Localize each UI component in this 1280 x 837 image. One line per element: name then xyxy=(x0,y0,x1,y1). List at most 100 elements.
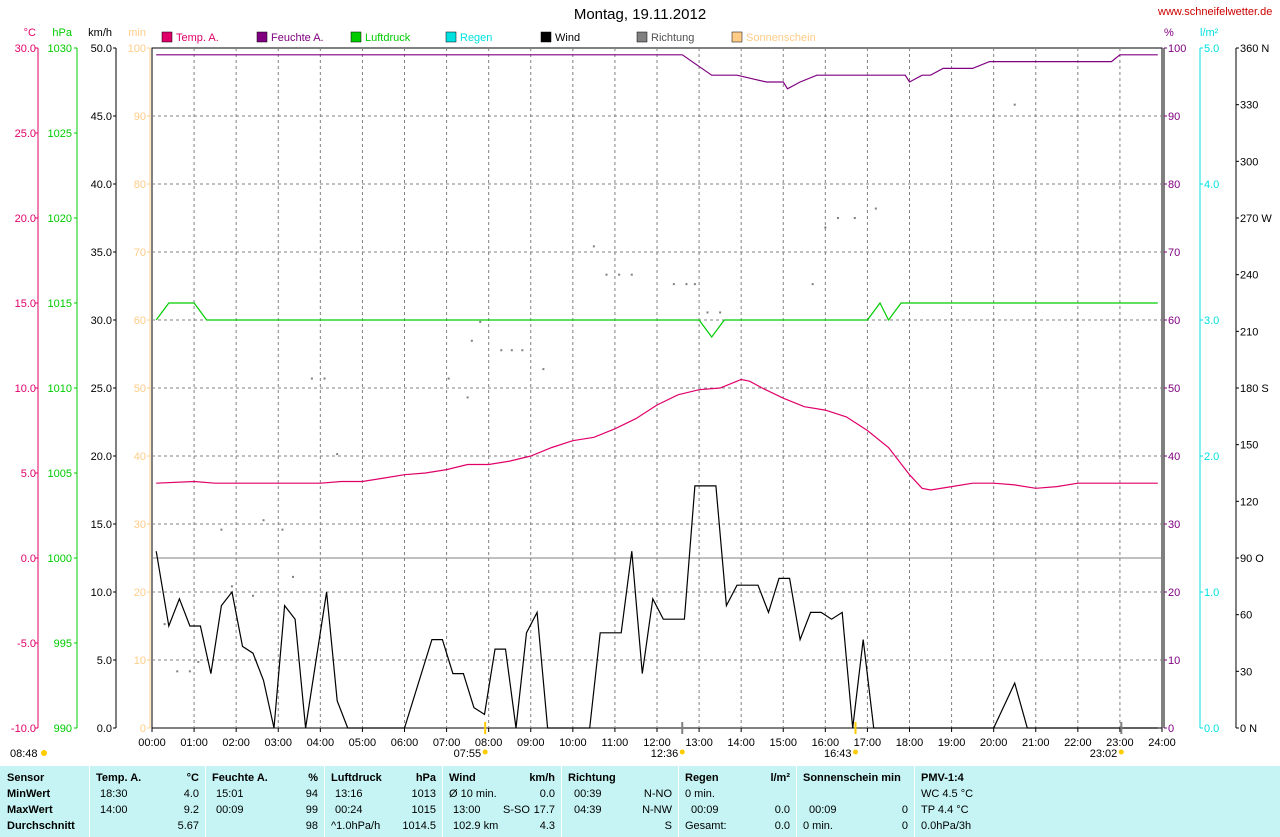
direction-point xyxy=(500,349,503,352)
humidity-max-time: 00:09 xyxy=(216,804,244,816)
direction-axis-tick-label: 300 xyxy=(1240,156,1258,168)
sunshine-axis-unit: min xyxy=(128,27,146,39)
temp-min-value: 4.0 xyxy=(183,788,199,800)
time-marker-label: 23:02 xyxy=(1090,748,1118,760)
sunshine-axis-tick-label: 30 xyxy=(134,519,146,531)
legend-label: Richtung xyxy=(651,32,694,44)
x-axis-tick-label: 20:00 xyxy=(980,737,1008,749)
pressure-axis-tick-label: 990 xyxy=(54,723,72,735)
x-axis-tick-label: 12:00 xyxy=(643,737,671,749)
direction-point xyxy=(336,453,339,456)
time-marker-sun-icon xyxy=(853,749,859,755)
direction-point xyxy=(466,396,469,399)
weather-chart: 30.025.020.015.010.05.00.0-5.0-10.0°C103… xyxy=(10,27,1272,760)
temp-min-time: 18:30 xyxy=(100,788,128,800)
humidity-axis-tick-label: 80 xyxy=(1168,179,1180,191)
rain-max-value: 0.0 xyxy=(774,804,790,816)
humidity-axis-tick-label: 40 xyxy=(1168,451,1180,463)
humidity-min-time: 15:01 xyxy=(216,788,244,800)
direction-point xyxy=(163,623,166,626)
pressure-header: Luftdruck xyxy=(331,772,382,784)
direction-point xyxy=(592,245,595,248)
temp-axis-unit: °C xyxy=(24,27,36,39)
humidity-axis-tick-label: 50 xyxy=(1168,383,1180,395)
x-axis-tick-label: 05:00 xyxy=(349,737,377,749)
humidity-avg-value: 98 xyxy=(305,820,318,832)
legend-swatch xyxy=(445,31,457,43)
pressure-min-value: 1013 xyxy=(411,788,436,800)
time-marker-label: 07:55 xyxy=(454,748,482,760)
direction-point xyxy=(470,339,473,342)
pressure-axis-tick-label: 1025 xyxy=(48,128,72,140)
sunshine-axis-tick-label: 60 xyxy=(134,315,146,327)
humidity-header: Feuchte A. xyxy=(212,772,268,784)
pressure-axis-tick-label: 1000 xyxy=(48,553,72,565)
sunshine-max-time: 00:09 xyxy=(809,804,837,816)
sunshine-axis-tick-label: 0 xyxy=(140,723,146,735)
temp-axis-tick-label: 5.0 xyxy=(21,468,36,480)
legend-label: Regen xyxy=(460,32,492,44)
direction-point xyxy=(685,283,688,286)
rain-axis-tick-label: 4.0 xyxy=(1204,179,1219,191)
direction-point xyxy=(188,670,191,673)
humidity-axis-tick-label: 30 xyxy=(1168,519,1180,531)
temp-unit: °C xyxy=(186,772,199,784)
direction-point xyxy=(479,320,482,323)
stats-col-pmv: PMV-1:4 WC 4.5 °C TP 4.4 °C 0.0hPa/3h xyxy=(914,766,1280,837)
direction-point xyxy=(672,283,675,286)
site-link[interactable]: www.schneifelwetter.de xyxy=(1158,6,1273,18)
humidity-axis-tick-label: 100 xyxy=(1168,43,1186,55)
wind-unit: km/h xyxy=(529,772,555,784)
direction-point xyxy=(853,217,856,219)
direction-point xyxy=(693,283,696,286)
series-line-feuchte-a- xyxy=(156,54,1158,90)
direction-point xyxy=(521,349,524,352)
legend-swatch xyxy=(540,31,552,43)
temp-axis-tick-label: 30.0 xyxy=(15,43,36,55)
stats-col-pressure: Luftdruck hPa 13:16 1013 00:24 1015 ^1.0… xyxy=(324,766,442,837)
temp-axis-tick-label: 25.0 xyxy=(15,128,36,140)
chart-title: Montag, 19.11.2012 xyxy=(573,6,707,23)
x-axis-tick-label: 10:00 xyxy=(559,737,587,749)
direction-axis-tick-label: 150 xyxy=(1240,440,1258,452)
x-axis-tick-label: 19:00 xyxy=(938,737,966,749)
sunshine-axis-tick-label: 10 xyxy=(134,655,146,667)
rain-duration: 0 min. xyxy=(685,788,715,800)
x-axis-tick-label: 02:00 xyxy=(222,737,250,749)
stats-table: Sensor MinWert MaxWert Durchschnitt Temp… xyxy=(0,766,1280,837)
legend-swatch xyxy=(256,31,268,43)
x-axis-tick-label: 23:00 xyxy=(1106,737,1134,749)
direction-axis-tick-label: 360 N xyxy=(1240,43,1269,55)
wind-avg-value: 4.3 xyxy=(539,820,555,832)
direction-point xyxy=(220,528,223,531)
direction-point xyxy=(281,528,284,531)
direction-axis-tick-label: 90 O xyxy=(1240,553,1264,565)
x-axis-tick-label: 04:00 xyxy=(307,737,335,749)
direction-axis-tick-label: 180 S xyxy=(1240,383,1269,395)
direction-point xyxy=(197,660,200,663)
direction-point xyxy=(510,349,513,352)
x-axis-tick-label: 07:00 xyxy=(433,737,461,749)
temp-axis-tick-label: 20.0 xyxy=(15,213,36,225)
x-axis-tick-label: 17:00 xyxy=(854,737,882,749)
wind-axis-unit: km/h xyxy=(88,27,112,39)
wind-avg10-value: 0.0 xyxy=(539,788,555,800)
humidity-axis-tick-label: 90 xyxy=(1168,111,1180,123)
temp-header: Temp. A. xyxy=(96,772,142,784)
humidity-max-value: 99 xyxy=(305,804,318,816)
rain-axis-tick-label: 2.0 xyxy=(1204,451,1219,463)
direction-point xyxy=(1013,103,1016,106)
time-marker-label: 16:43 xyxy=(824,748,852,760)
direction-point xyxy=(618,273,621,276)
rain-header: Regen xyxy=(685,772,719,784)
pmv-windchill: WC 4.5 °C xyxy=(921,788,974,800)
humidity-axis-tick-label: 70 xyxy=(1168,247,1180,259)
time-marker-sun-icon xyxy=(679,749,685,755)
x-axis-tick-label: 09:00 xyxy=(517,737,545,749)
temp-axis-tick-label: -10.0 xyxy=(11,723,36,735)
direction-point xyxy=(605,273,608,276)
wind-axis-tick-label: 10.0 xyxy=(91,587,112,599)
rain-max-time: 00:09 xyxy=(691,804,719,816)
direction-axis-tick-label: 240 xyxy=(1240,270,1258,282)
humidity-axis-tick-label: 20 xyxy=(1168,587,1180,599)
